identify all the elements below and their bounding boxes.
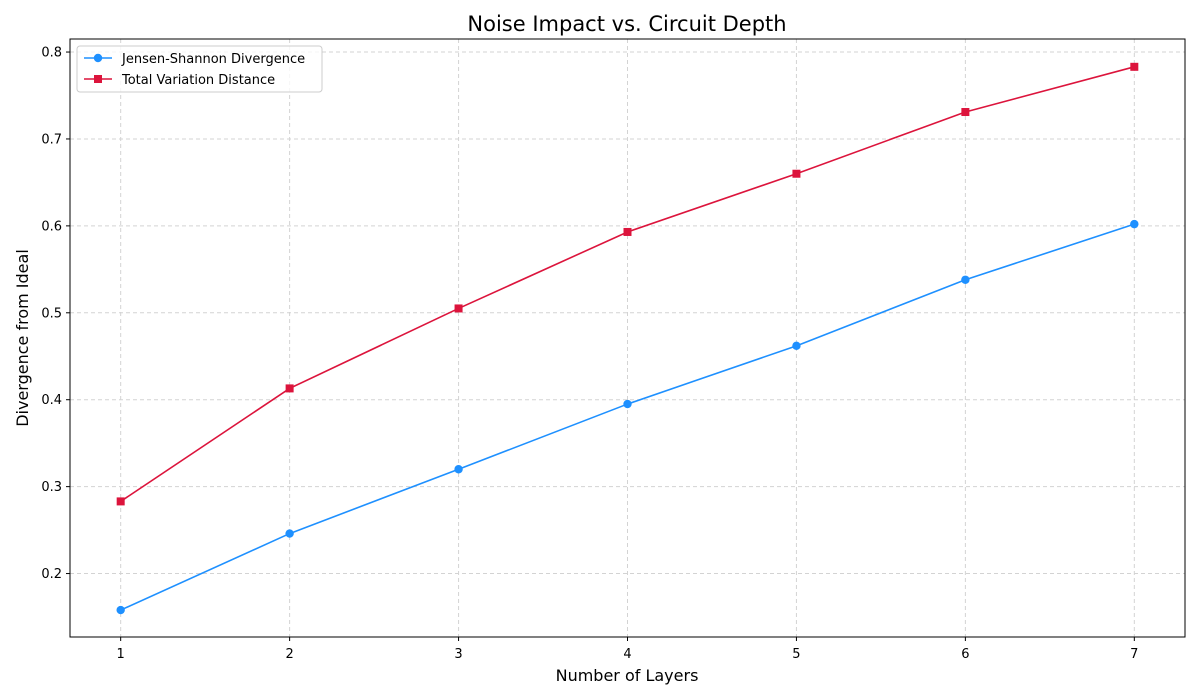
data-point-square — [116, 497, 125, 506]
x-tick-label: 6 — [961, 647, 969, 662]
data-point-circle — [961, 275, 970, 284]
x-tick-label: 7 — [1130, 647, 1138, 662]
legend-marker-js — [93, 53, 103, 63]
data-point-square — [285, 384, 294, 393]
legend-marker-tvd — [94, 75, 102, 83]
legend-label-tvd: Total Variation Distance — [121, 73, 275, 88]
x-tick-label: 3 — [454, 647, 462, 662]
data-point-circle — [285, 529, 294, 538]
y-tick-label: 0.7 — [41, 132, 62, 147]
data-point-square — [792, 169, 801, 178]
data-point-circle — [454, 465, 463, 474]
data-point-circle — [1130, 219, 1139, 229]
legend: Jensen-Shannon Divergence Total Variatio… — [76, 45, 323, 93]
legend-label-js: Jensen-Shannon Divergence — [121, 52, 305, 67]
y-axis-label: Divergence from Ideal — [13, 249, 32, 427]
y-tick-label: 0.2 — [41, 567, 62, 582]
data-point-square — [623, 227, 632, 236]
x-tick-label: 1 — [117, 647, 125, 662]
x-axis-label: Number of Layers — [556, 666, 699, 685]
ticks-layer: 1 2 3 4 5 6 7 0.2 0.3 0.4 0.5 0.6 0.7 0.8 — [41, 46, 1138, 662]
x-tick-label: 2 — [285, 647, 293, 662]
data-point-circle — [116, 605, 125, 615]
y-tick-label: 0.3 — [41, 480, 62, 495]
series-layer — [116, 62, 1139, 615]
x-tick-label: 4 — [623, 647, 631, 662]
y-tick-label: 0.4 — [41, 393, 62, 408]
legend-box — [76, 45, 323, 93]
data-point-square — [961, 108, 970, 117]
y-tick-label: 0.6 — [41, 219, 62, 234]
data-point-square — [454, 304, 463, 313]
data-point-circle — [623, 399, 632, 409]
data-point-square — [1130, 62, 1139, 71]
chart-title: Noise Impact vs. Circuit Depth — [467, 12, 786, 36]
y-tick-label: 0.5 — [41, 306, 62, 321]
data-point-circle — [792, 341, 801, 351]
x-tick-label: 5 — [792, 647, 800, 662]
y-tick-label: 0.8 — [41, 46, 62, 61]
